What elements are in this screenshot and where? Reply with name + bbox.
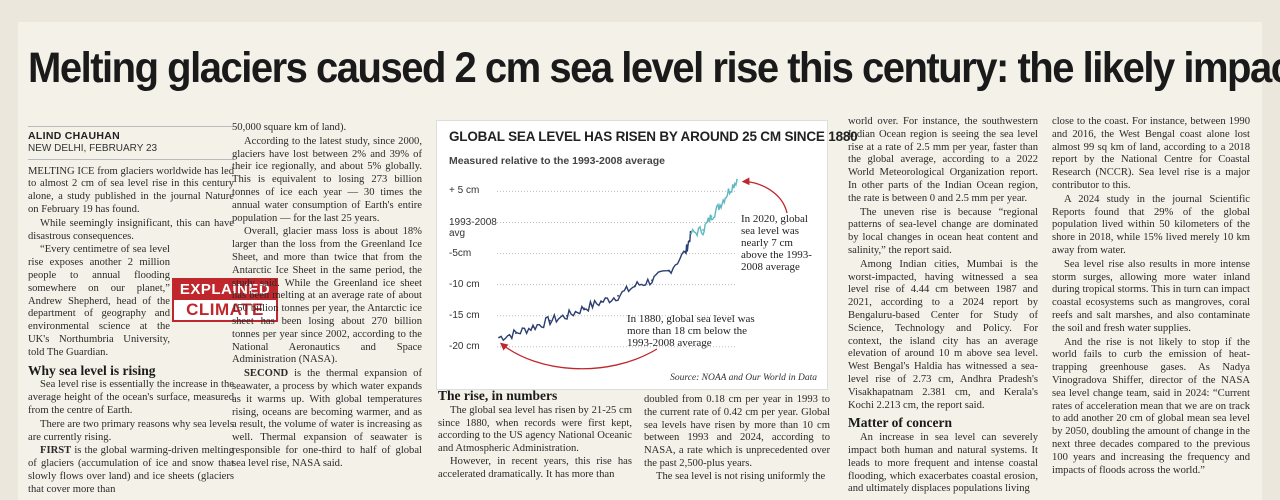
y-tick-label: -15 cm bbox=[449, 309, 480, 321]
paragraph: And the rise is not likely to stop if th… bbox=[1052, 336, 1250, 476]
paragraph: The uneven rise is because “regional pat… bbox=[848, 206, 1038, 256]
data-point bbox=[710, 215, 713, 218]
column-6: close to the coast. For instance, betwee… bbox=[1052, 116, 1250, 500]
paragraph: An increase in sea level can severely im… bbox=[848, 432, 1038, 495]
y-tick-label: -10 cm bbox=[449, 278, 480, 290]
paragraph-text: is the thermal expansion of seawater, a … bbox=[232, 368, 422, 469]
paragraph: However, in recent years, this rise has … bbox=[438, 455, 632, 480]
subhead-concern: Matter of concern bbox=[848, 415, 952, 431]
data-point bbox=[498, 336, 500, 339]
paragraph: Sea level rise also results in more inte… bbox=[1052, 258, 1250, 334]
column-5: world over. For instance, the southweste… bbox=[848, 116, 1038, 500]
paragraph: While seemingly insignificant, this can … bbox=[28, 217, 234, 242]
chart-subtitle: Measured relative to the 1993-2008 avera… bbox=[449, 155, 665, 167]
data-point bbox=[583, 307, 585, 310]
paragraph-text: is the global warming-driven melting of … bbox=[28, 445, 234, 495]
dateline: NEW DELHI, FEBRUARY 23 bbox=[28, 143, 234, 160]
sea-level-chart: GLOBAL SEA LEVEL HAS RISEN BY AROUND 25 … bbox=[436, 120, 858, 390]
y-tick-label: 1993-2008 avg bbox=[449, 216, 497, 239]
y-tick-label: -20 cm bbox=[449, 340, 480, 352]
chart-title: GLOBAL SEA LEVEL HAS RISEN BY AROUND 25 … bbox=[449, 129, 858, 144]
series-line-satellite bbox=[690, 179, 738, 238]
data-point bbox=[515, 332, 517, 335]
paragraph: “Every centimetre of sea level rise expo… bbox=[28, 244, 170, 358]
paragraph: A 2024 study in the journal Scientific R… bbox=[1052, 193, 1250, 256]
rise-column-2: doubled from 0.18 cm per year in 1993 to… bbox=[644, 394, 830, 484]
paragraph: Among Indian cities, Mumbai is the worst… bbox=[848, 258, 1038, 411]
paragraph: FIRST is the global warming-driven melti… bbox=[28, 445, 234, 496]
arrow-2020 bbox=[741, 177, 788, 214]
column-1: ALIND CHAUHAN NEW DELHI, FEBRUARY 23 MEL… bbox=[28, 122, 234, 500]
data-point bbox=[668, 270, 670, 272]
data-point bbox=[634, 284, 636, 287]
subhead-why: Why sea level is rising bbox=[28, 362, 156, 378]
explained-climate-badge: EXPLAINED CLIMATE bbox=[172, 278, 278, 322]
paragraph: doubled from 0.18 cm per year in 1993 to… bbox=[644, 394, 830, 469]
column-2: 50,000 square km of land). According to … bbox=[232, 122, 422, 500]
paragraph: 50,000 square km of land). bbox=[232, 122, 347, 133]
newspaper-page: Melting glaciers caused 2 cm sea level r… bbox=[18, 22, 1280, 500]
paragraph: According to the latest study, since 200… bbox=[232, 135, 422, 224]
paragraph: Overall, glacier mass loss is about 18% … bbox=[232, 226, 422, 366]
data-point bbox=[549, 319, 551, 322]
rise-column-1: The rise, in numbers The global sea leve… bbox=[438, 388, 632, 482]
data-point bbox=[736, 178, 738, 181]
paragraph: MELTING ICE from glaciers worldwide has … bbox=[28, 165, 234, 215]
annotation-2020: In 2020, global sea level was nearly 7 c… bbox=[741, 213, 812, 273]
paragraph: There are two primary reasons why sea le… bbox=[28, 418, 234, 443]
byline: ALIND CHAUHAN bbox=[28, 126, 234, 143]
data-point bbox=[532, 326, 534, 328]
data-point bbox=[727, 190, 730, 193]
data-point bbox=[719, 204, 721, 206]
y-tick-label: -5cm bbox=[449, 247, 472, 259]
badge-line-2: CLIMATE bbox=[186, 300, 264, 319]
paragraph: world over. For instance, the southweste… bbox=[848, 116, 1038, 204]
subhead-rise: The rise, in numbers bbox=[438, 388, 558, 403]
chart-source: Source: NOAA and Our World in Data bbox=[670, 373, 817, 383]
paragraph: SECOND is the thermal expansion of seawa… bbox=[232, 368, 422, 470]
data-point bbox=[651, 279, 653, 282]
headline: Melting glaciers caused 2 cm sea level r… bbox=[28, 44, 1280, 92]
lead-word: FIRST bbox=[40, 445, 72, 457]
data-point bbox=[566, 314, 568, 317]
data-point bbox=[617, 294, 619, 297]
data-point bbox=[600, 301, 602, 303]
annotation-1880: In 1880, global sea level was more than … bbox=[627, 313, 755, 349]
data-point bbox=[702, 229, 704, 231]
lead-word: SECOND bbox=[244, 368, 289, 380]
chart-plot bbox=[497, 177, 788, 370]
data-point bbox=[690, 232, 692, 235]
paragraph: Sea level rise is essentially the increa… bbox=[28, 379, 234, 416]
paragraph: The global sea level has risen by 21-25 … bbox=[438, 404, 632, 455]
badge-line-1: EXPLAINED bbox=[174, 280, 276, 300]
paragraph: close to the coast. For instance, betwee… bbox=[1052, 116, 1250, 191]
y-tick-label: + 5 cm bbox=[449, 185, 480, 197]
data-point bbox=[685, 250, 687, 252]
paragraph: The sea level is not rising uniformly th… bbox=[656, 470, 826, 482]
arrow-1880 bbox=[499, 342, 658, 370]
